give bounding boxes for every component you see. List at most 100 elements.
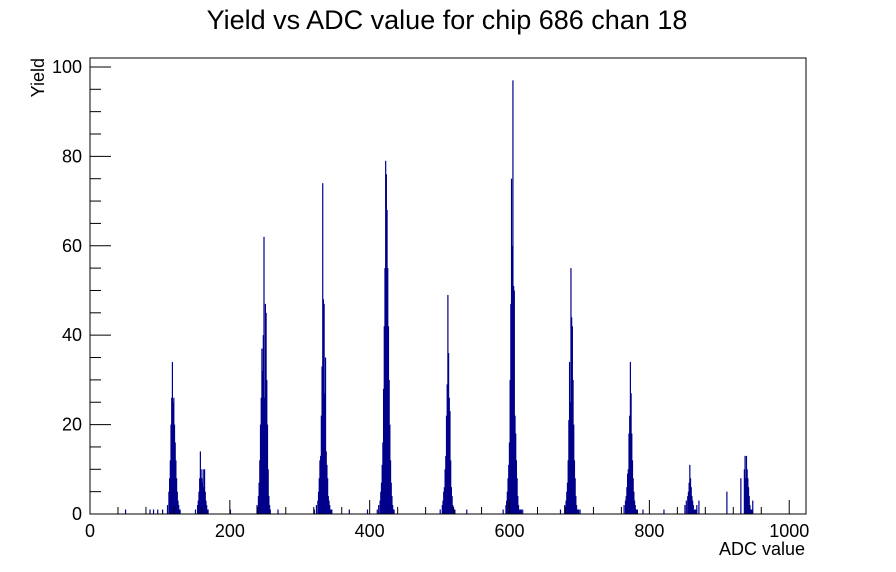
- histogram-bar: [197, 500, 199, 514]
- histogram-bar: [444, 469, 446, 514]
- y-tick-label: 40: [62, 325, 82, 345]
- histogram-bar: [628, 433, 630, 514]
- histogram-bar: [327, 496, 329, 514]
- histogram-bar: [514, 415, 516, 514]
- histogram-bar: [384, 268, 386, 514]
- histogram-bar: [379, 500, 381, 514]
- histogram-bar: [267, 469, 269, 514]
- histogram-bar: [692, 505, 694, 514]
- histogram-bar: [320, 415, 322, 514]
- y-axis-label: Yield: [28, 58, 48, 97]
- histogram-bar: [573, 424, 575, 514]
- histogram-bar: [689, 478, 692, 514]
- histogram-bar: [690, 487, 692, 514]
- histogram-bar: [694, 509, 696, 514]
- histogram-bar: [745, 478, 747, 514]
- histogram-bar: [567, 460, 569, 514]
- histogram-bar: [568, 362, 571, 514]
- histogram-bar: [376, 509, 378, 514]
- histogram-bar: [634, 505, 636, 514]
- histogram-bar: [257, 496, 260, 514]
- histogram-bar: [445, 455, 447, 514]
- histogram-bar: [322, 183, 324, 514]
- histogram-bar: [573, 460, 576, 514]
- histogram-bar: [633, 500, 636, 514]
- x-tick-label: 600: [495, 521, 525, 541]
- histogram-bar: [695, 509, 697, 514]
- histogram-bar: [636, 509, 638, 514]
- histogram-bar: [261, 348, 263, 514]
- histogram-bar: [518, 509, 520, 514]
- histogram-bar: [629, 415, 631, 514]
- histogram-bar: [520, 509, 522, 514]
- histogram-bar: [199, 451, 201, 514]
- histogram-bar: [570, 268, 572, 514]
- histogram-bar: [198, 491, 200, 514]
- histogram-bar: [168, 491, 170, 514]
- histogram-bar: [439, 509, 441, 514]
- histogram-bar: [124, 509, 127, 514]
- histogram-bar: [266, 379, 268, 514]
- histogram-bar: [520, 509, 522, 514]
- histogram-bar: [443, 487, 445, 514]
- histogram-bar: [576, 509, 578, 514]
- histogram-bar: [229, 509, 232, 514]
- histogram-bar: [393, 509, 395, 514]
- histogram-bar: [205, 500, 207, 514]
- histogram-bar: [448, 397, 450, 514]
- histogram-bar: [687, 491, 690, 514]
- chart-title: Yield vs ADC value for chip 686 chan 18: [207, 5, 688, 35]
- histogram-bar: [688, 482, 690, 514]
- histogram-bar: [508, 464, 510, 514]
- histogram-bar: [268, 496, 270, 514]
- histogram-bar: [632, 478, 634, 514]
- histogram-bar: [256, 505, 258, 514]
- histogram-bar: [378, 505, 380, 514]
- histogram-bar: [179, 509, 181, 514]
- histogram-bar: [174, 442, 176, 514]
- axes: [89, 57, 807, 515]
- histogram-bar: [331, 509, 333, 514]
- histogram-bar: [579, 509, 581, 514]
- histogram-bar: [389, 460, 392, 514]
- histogram-bar: [382, 442, 384, 514]
- histogram-bar: [626, 487, 628, 514]
- histogram-bar: [633, 491, 635, 514]
- histogram-bar: [157, 509, 159, 514]
- histogram-bar: [392, 505, 394, 514]
- histogram-bar: [687, 496, 689, 514]
- histogram-bar: [206, 505, 208, 514]
- histogram-bar: [449, 411, 451, 514]
- histogram-bar: [572, 379, 574, 514]
- histogram-bar: [258, 482, 260, 514]
- histogram-bar: [744, 455, 746, 514]
- histogram-bar: [388, 379, 390, 514]
- histogram-bar: [169, 478, 171, 514]
- histogram-bar: [624, 500, 627, 514]
- histogram-bar: [269, 505, 271, 514]
- histogram-bar: [259, 424, 262, 514]
- histogram-bar: [642, 509, 644, 514]
- y-tick-label: 100: [52, 57, 82, 77]
- histogram-bar: [201, 478, 203, 514]
- histogram-bar: [387, 326, 390, 514]
- histogram-bar: [269, 509, 271, 514]
- histogram-bar: [329, 505, 331, 514]
- histogram-bar: [692, 500, 694, 514]
- histogram-bar: [519, 509, 521, 514]
- histogram-bar: [751, 509, 753, 514]
- histogram-bar: [172, 402, 174, 514]
- histogram-bar: [194, 509, 197, 514]
- histogram-bar: [381, 464, 383, 514]
- histogram-bar: [571, 317, 573, 514]
- histogram-bar: [259, 460, 261, 514]
- histogram-bar: [575, 505, 578, 514]
- histogram-bar: [513, 290, 515, 514]
- histogram-bar: [385, 174, 387, 515]
- x-tick-label: 400: [355, 521, 385, 541]
- histogram-bar: [177, 500, 179, 514]
- histogram-bar: [387, 268, 389, 514]
- histogram-bar: [277, 509, 279, 514]
- histogram-bars: [124, 80, 754, 515]
- y-tick-label: 60: [62, 236, 82, 256]
